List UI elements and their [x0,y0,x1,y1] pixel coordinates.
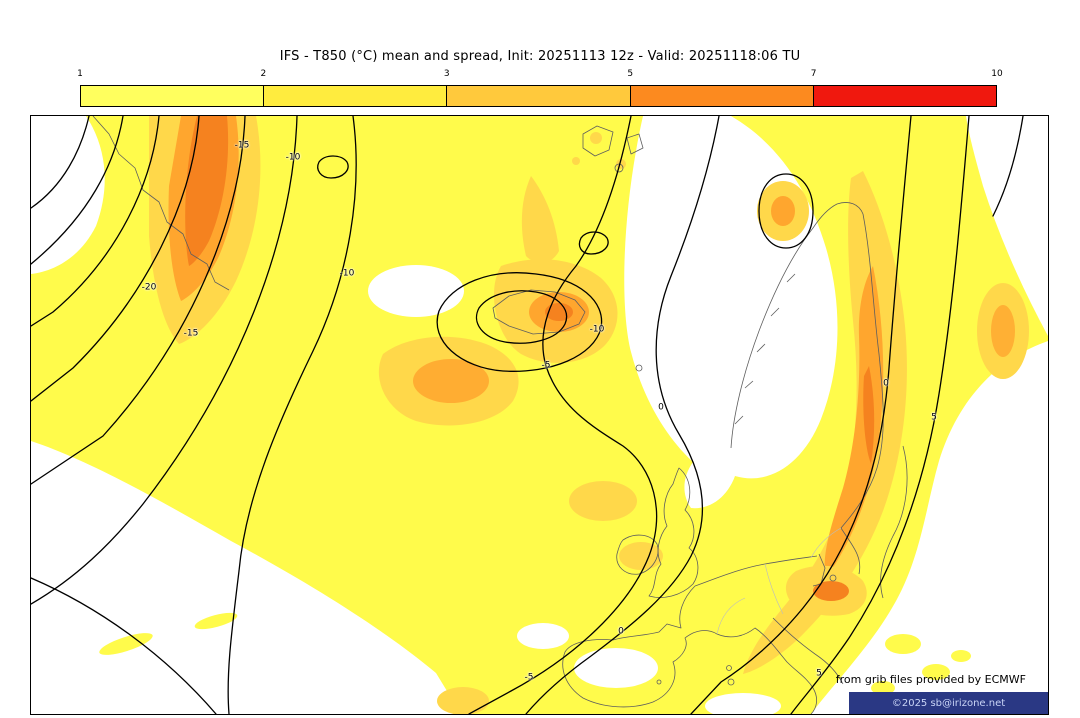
credit-provider: from grib files provided by ECMWF [835,673,1026,686]
colorbar-ticks: 1 2 3 5 7 10 [77,69,1003,81]
colorbar-tick-label: 7 [810,69,817,79]
contours-layer [31,116,1024,714]
colorbar-tick-label: 1 [77,69,83,79]
colorbar-segment [446,86,630,106]
borders-layer [716,527,842,635]
colorbar [80,85,997,107]
weather-map-svg [31,116,1048,714]
colorbar-segment [812,86,997,106]
credit-bar: ©2025 sb@irizone.net [849,692,1048,714]
chart-title: IFS - T850 (°C) mean and spread, Init: 2… [279,49,801,64]
colorbar-tick-label: 2 [260,69,267,79]
colorbar-segment [81,86,264,106]
colorbar-tick-label: 10 [991,69,1003,79]
colorbar-segment [629,86,813,106]
colorbar-segment [263,86,447,106]
colorbar-tick-label: 3 [443,69,450,79]
colorbar-tick-label: 5 [627,69,634,79]
credit-copyright: ©2025 sb@irizone.net [891,697,1006,709]
spread-shading-layer [31,116,1048,714]
map-area: -15 -10 -20 -15 -10 -10 -5 0 0 5 0 -5 5 from grib fi… [30,115,1049,715]
coastlines-layer [92,116,908,714]
